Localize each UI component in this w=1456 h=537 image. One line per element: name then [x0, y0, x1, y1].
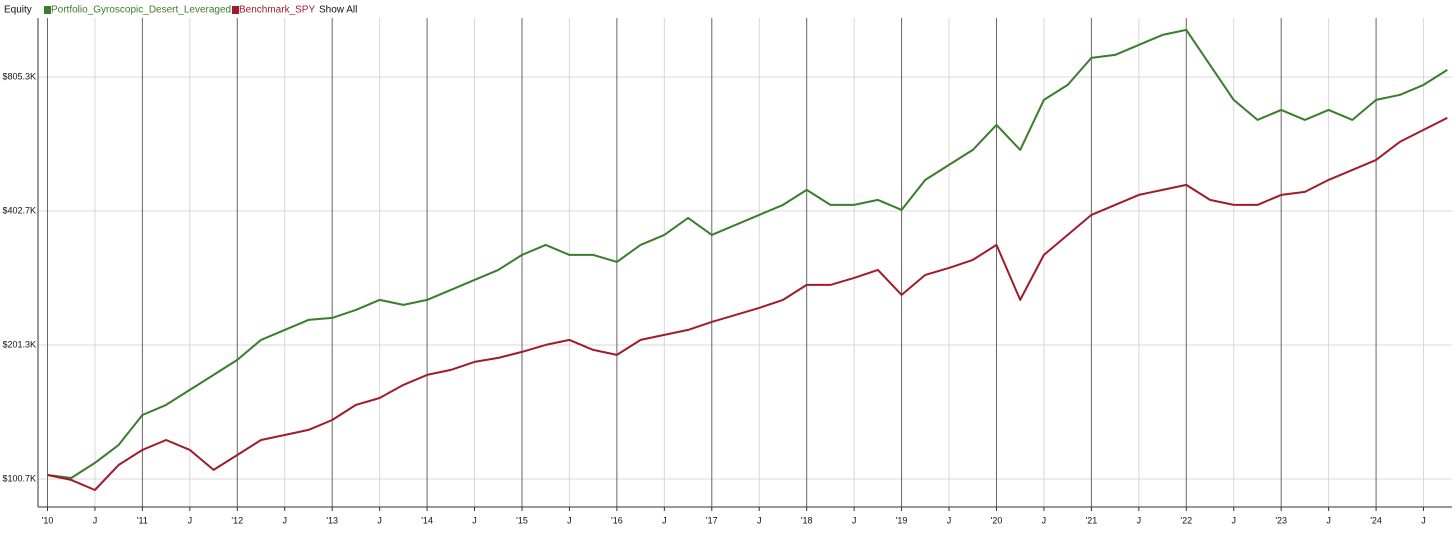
x-tick-label: J — [93, 515, 98, 525]
y-tick-label: $402.7K — [2, 205, 36, 215]
x-tick-label: '22 — [1180, 515, 1192, 525]
x-tick-label: J — [472, 515, 477, 525]
x-tick-label: J — [1326, 515, 1331, 525]
x-tick-label: J — [757, 515, 762, 525]
x-tick-label: '18 — [801, 515, 813, 525]
chart-title: Equity — [4, 5, 32, 16]
y-tick-label: $805.3K — [2, 71, 36, 81]
x-tick-label: '17 — [706, 515, 718, 525]
x-tick-label: J — [947, 515, 952, 525]
x-tick-label: '13 — [326, 515, 338, 525]
x-tick-label: J — [1042, 515, 1047, 525]
x-tick-label: '11 — [137, 515, 148, 525]
x-tick-label: J — [1231, 515, 1236, 525]
x-tick-label: J — [1137, 515, 1142, 525]
x-tick-label: '15 — [516, 515, 528, 525]
legend-swatch — [44, 6, 51, 14]
x-tick-label: J — [377, 515, 382, 525]
legend-swatch — [232, 6, 239, 14]
x-tick-label: '20 — [991, 515, 1003, 525]
series-line — [47, 28, 1448, 479]
y-tick-label: $201.3K — [2, 339, 36, 349]
show-all-button[interactable]: Show All — [319, 5, 357, 16]
series-line — [47, 117, 1448, 491]
x-tick-label: '19 — [896, 515, 908, 525]
x-tick-label: '10 — [42, 515, 54, 525]
x-tick-label: J — [1421, 515, 1426, 525]
x-tick-label: J — [188, 515, 193, 525]
x-tick-label: J — [662, 515, 667, 525]
x-tick-label: '12 — [231, 515, 243, 525]
x-tick-label: '24 — [1370, 515, 1382, 525]
x-tick-label: '21 — [1086, 515, 1098, 525]
x-tick-label: '16 — [611, 515, 623, 525]
x-tick-label: '14 — [421, 515, 433, 525]
x-tick-label: J — [852, 515, 857, 525]
legend-label[interactable]: Portfolio_Gyroscopic_Desert_Leveraged — [51, 5, 231, 16]
x-tick-label: J — [567, 515, 572, 525]
legend-label[interactable]: Benchmark_SPY — [239, 5, 315, 16]
y-tick-label: $100.7K — [2, 473, 36, 483]
x-tick-label: J — [282, 515, 287, 525]
x-tick-label: '23 — [1275, 515, 1287, 525]
